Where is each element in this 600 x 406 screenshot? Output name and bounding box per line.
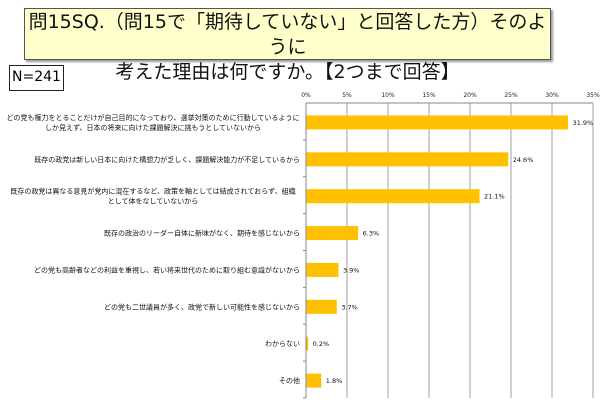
title-line-1: 問15SQ.（問15で「期待していない」と回答した方）そのように (28, 11, 547, 58)
bar (306, 226, 359, 241)
category-label: として体をなしていないから (108, 197, 199, 206)
x-tick-label: 15% (422, 92, 436, 99)
category-label: 既存の政党は異なる意見が党内に混在するなど、政策を軸としては結成されておらず、組… (10, 187, 295, 196)
data-label: 31.9% (573, 119, 594, 127)
bar (306, 152, 509, 167)
bar (306, 373, 322, 388)
category-label: どの党も二世議員が多く、政党で新しい可能性を感じないから (104, 302, 300, 311)
x-tick-label: 30% (545, 92, 559, 99)
bar (306, 299, 337, 314)
sample-size-badge: N=241 (9, 65, 64, 91)
category-label: その他 (279, 376, 300, 385)
category-label: どの党も高齢者などの利益を重視し、若い将来世代のために取り組む意識がないから (34, 265, 300, 274)
x-tick-label: 20% (463, 92, 477, 99)
data-label: 3.7% (341, 303, 358, 311)
category-label: わからない (265, 340, 300, 348)
x-tick-label: 0% (301, 92, 311, 99)
title-line-2: 考えた理由は何ですか。【2つまで回答】 (115, 61, 460, 83)
bar (306, 262, 339, 277)
bar (306, 189, 480, 204)
category-label: しか見えず、日本の将来に向けた課題解決に挑もうとしていないから (45, 123, 261, 132)
x-tick-label: 25% (504, 92, 518, 99)
data-label: 0.2% (313, 340, 330, 348)
data-label: 24.6% (513, 156, 534, 164)
data-label: 1.8% (326, 377, 343, 385)
data-label: 6.3% (363, 230, 380, 238)
bar (306, 336, 309, 351)
bar (306, 115, 569, 130)
x-tick-label: 35% (586, 92, 600, 99)
question-title: 問15SQ.（問15で「期待していない」と回答した方）そのように 考えた理由は何… (24, 8, 551, 83)
x-tick-label: 10% (381, 92, 395, 99)
x-tick-label: 5% (342, 92, 352, 99)
category-label: 既存の政治のリーダー自体に新味がなく、期待を感じないから (104, 229, 300, 238)
data-label: 3.9% (343, 266, 360, 274)
data-label: 21.1% (484, 193, 505, 201)
category-label: 既存の政党は新しい日本に向けた構想力が乏しく、課題解決能力が不足しているから (34, 155, 300, 164)
category-label: どの党も権力をとることだけが自己目的になっており、選挙対策のために行動しているよ… (7, 113, 300, 122)
